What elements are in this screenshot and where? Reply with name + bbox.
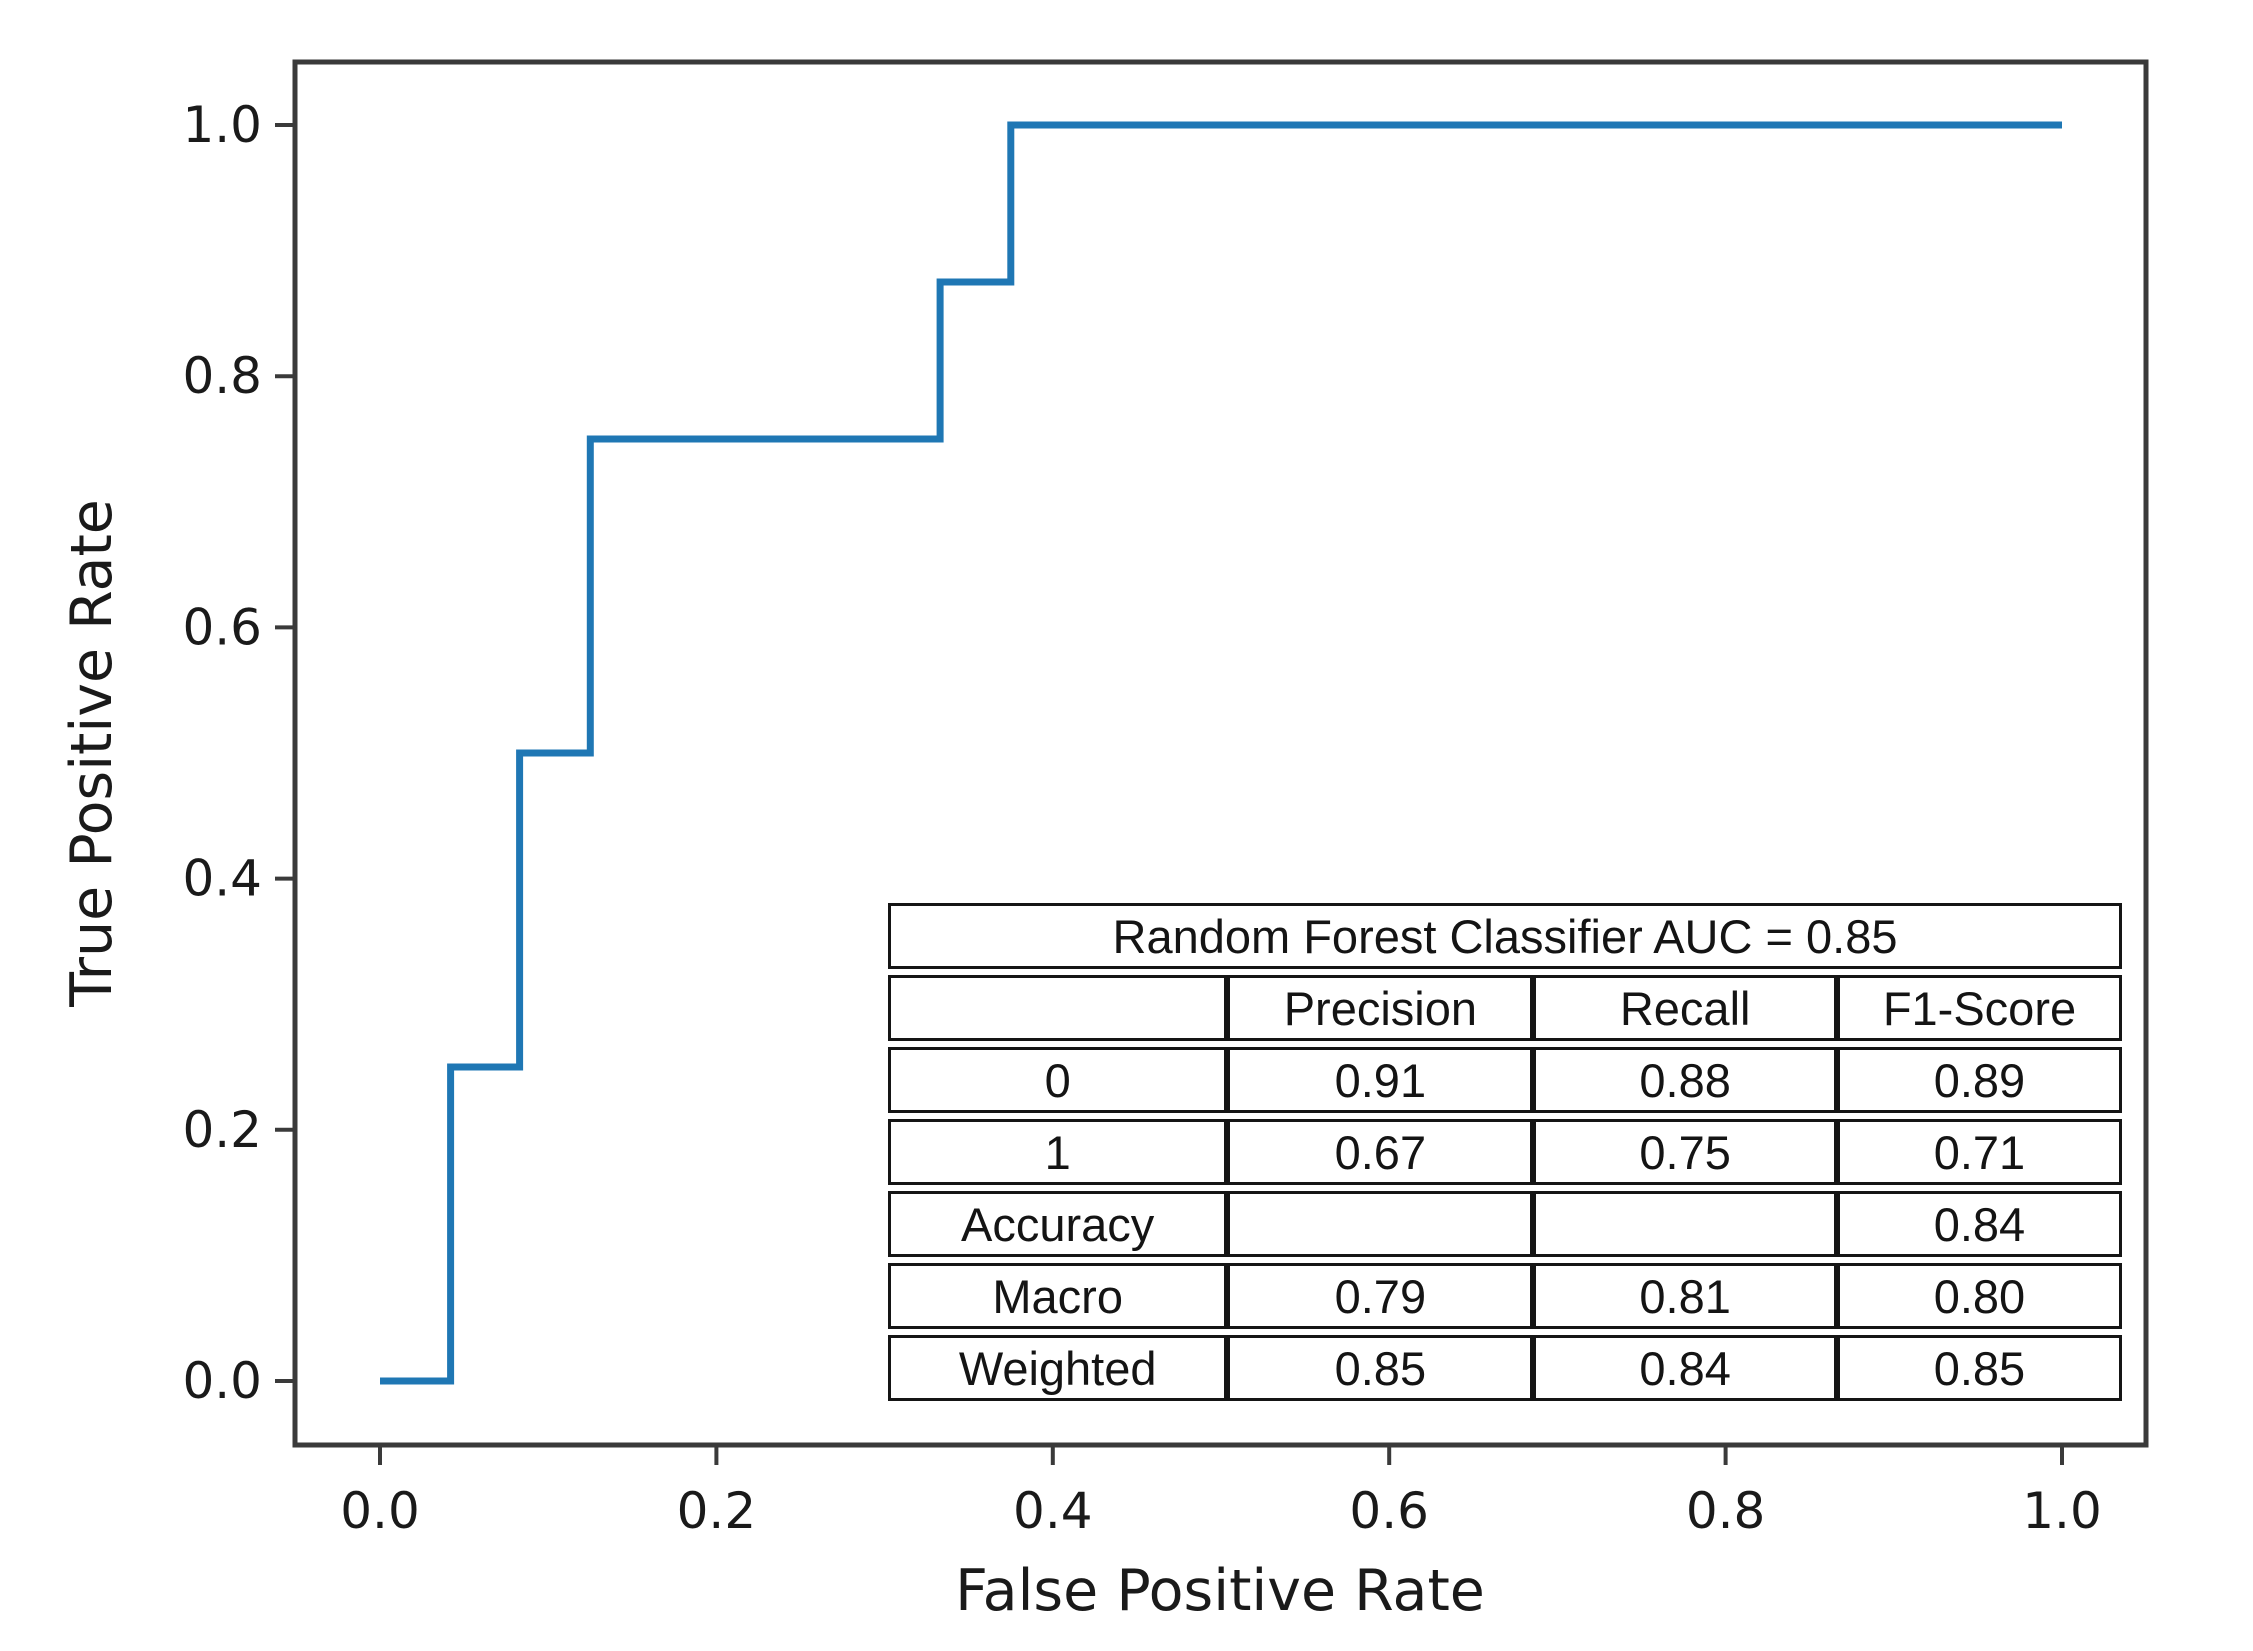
metrics-cell: 0.91 <box>1227 1047 1534 1113</box>
metrics-table-title: Random Forest Classifier AUC = 0.85 <box>888 903 2122 969</box>
y-tick-label: 1.0 <box>182 96 262 154</box>
y-tick-label: 0.8 <box>182 347 262 405</box>
metrics-cell: 0.89 <box>1836 1047 2122 1113</box>
metrics-cell: 0.71 <box>1836 1119 2122 1185</box>
metrics-header-row: Precision Recall F1-Score <box>888 975 2122 1041</box>
metrics-cell: 0.79 <box>1227 1263 1534 1329</box>
metrics-row: 1 0.67 0.75 0.71 <box>888 1119 2122 1185</box>
metrics-cell: 0.85 <box>1836 1335 2122 1401</box>
metrics-inset: Random Forest Classifier AUC = 0.85 Prec… <box>888 897 2122 1407</box>
x-tick-label: 0.0 <box>340 1482 420 1540</box>
metrics-cell: 0.88 <box>1533 1047 1837 1113</box>
metrics-row-label: Macro <box>888 1263 1228 1329</box>
metrics-cell: 0.67 <box>1227 1119 1534 1185</box>
metrics-row: 0 0.91 0.88 0.89 <box>888 1047 2122 1113</box>
metrics-row: Accuracy 0.84 <box>888 1191 2122 1257</box>
metrics-column-header: F1-Score <box>1836 975 2122 1041</box>
metrics-cell: 0.75 <box>1533 1119 1837 1185</box>
x-tick-label: 1.0 <box>2022 1482 2102 1540</box>
metrics-row-label: Weighted <box>888 1335 1228 1401</box>
metrics-cell <box>1227 1191 1534 1257</box>
metrics-title-row: Random Forest Classifier AUC = 0.85 <box>888 903 2122 969</box>
x-tick-label: 0.2 <box>677 1482 757 1540</box>
metrics-cell <box>1533 1191 1837 1257</box>
metrics-row: Macro 0.79 0.81 0.80 <box>888 1263 2122 1329</box>
y-tick-label: 0.2 <box>182 1101 262 1159</box>
metrics-row-label: 1 <box>888 1119 1228 1185</box>
metrics-table: Random Forest Classifier AUC = 0.85 Prec… <box>888 897 2122 1407</box>
metrics-row-label: 0 <box>888 1047 1228 1113</box>
roc-curve <box>380 121 2062 1385</box>
metrics-cell: 0.85 <box>1227 1335 1534 1401</box>
y-tick-label: 0.4 <box>182 850 262 908</box>
metrics-cell: 0.84 <box>1533 1335 1837 1401</box>
x-axis-label: False Positive Rate <box>955 1558 1485 1624</box>
metrics-corner-cell <box>888 975 1228 1041</box>
metrics-column-header: Precision <box>1227 975 1534 1041</box>
metrics-row-label: Accuracy <box>888 1191 1228 1257</box>
x-tick-label: 0.4 <box>1013 1482 1093 1540</box>
x-tick-label: 0.8 <box>1686 1482 1766 1540</box>
x-tick-label: 0.6 <box>1349 1482 1429 1540</box>
y-tick-label: 0.6 <box>182 598 262 656</box>
y-tick-label: 0.0 <box>182 1352 262 1410</box>
metrics-cell: 0.80 <box>1836 1263 2122 1329</box>
metrics-cell: 0.84 <box>1836 1191 2122 1257</box>
metrics-column-header: Recall <box>1533 975 1837 1041</box>
metrics-row: Weighted 0.85 0.84 0.85 <box>888 1335 2122 1401</box>
y-axis-label: True Positive Rate <box>59 499 125 1007</box>
metrics-cell: 0.81 <box>1533 1263 1837 1329</box>
plot-frame <box>292 59 2149 1448</box>
